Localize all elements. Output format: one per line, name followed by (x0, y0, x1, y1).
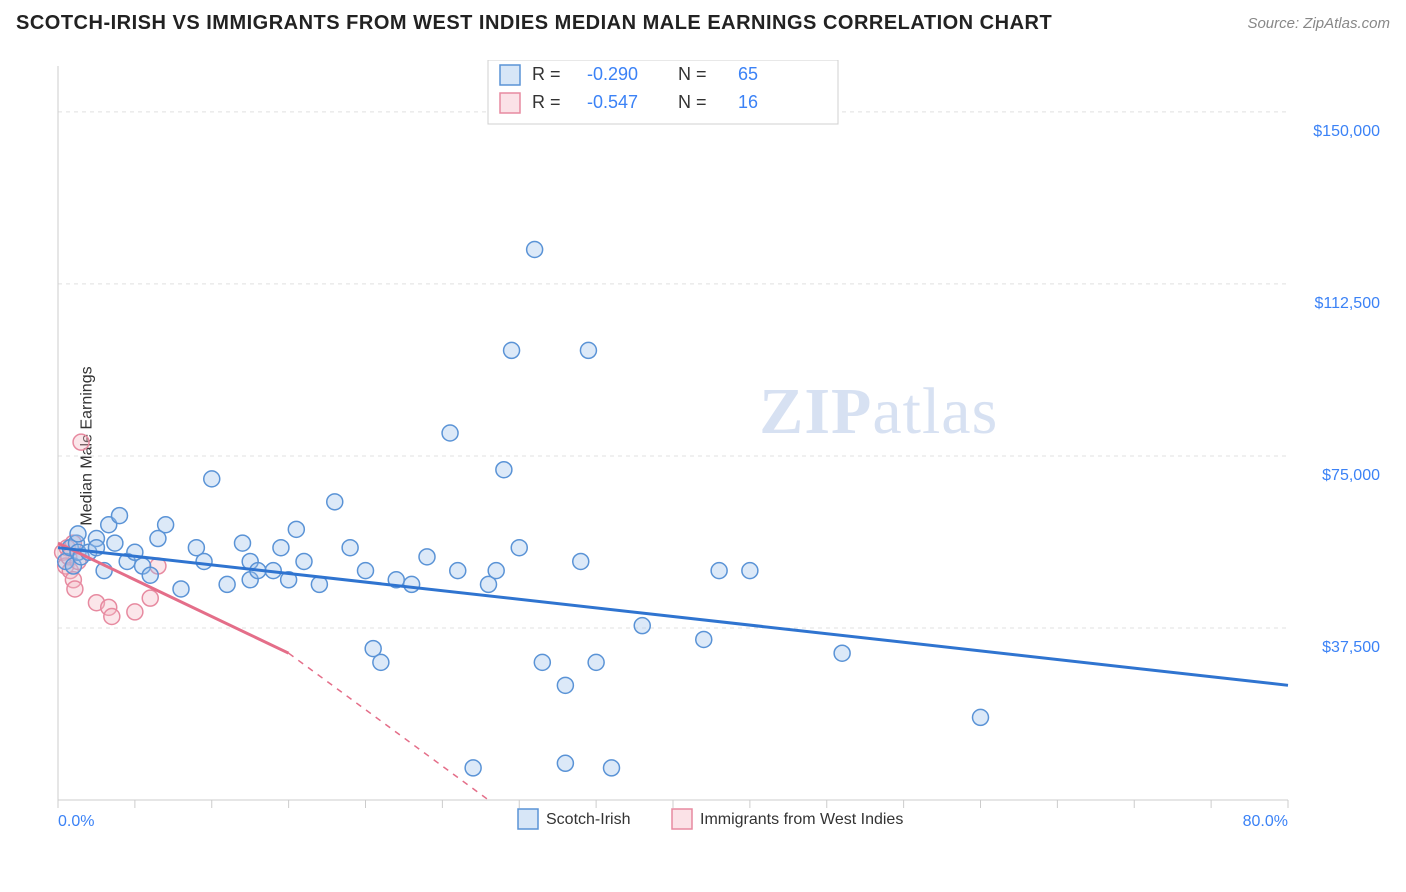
svg-text:0.0%: 0.0% (58, 813, 94, 830)
svg-text:-0.547: -0.547 (587, 92, 638, 112)
svg-text:80.0%: 80.0% (1243, 813, 1288, 830)
svg-text:16: 16 (738, 92, 758, 112)
svg-text:Immigrants from West Indies: Immigrants from West Indies (700, 811, 903, 828)
svg-text:-0.290: -0.290 (587, 64, 638, 84)
svg-text:$75,000: $75,000 (1322, 467, 1380, 484)
svg-text:N =: N = (678, 92, 707, 112)
source-attribution: Source: ZipAtlas.com (1247, 15, 1390, 32)
svg-text:$150,000: $150,000 (1313, 123, 1380, 140)
svg-text:R =: R = (532, 64, 561, 84)
svg-text:ZIPatlas: ZIPatlas (759, 375, 998, 448)
svg-text:$37,500: $37,500 (1322, 639, 1380, 656)
chart-title: SCOTCH-IRISH VS IMMIGRANTS FROM WEST IND… (16, 12, 1052, 35)
chart-area: $37,500 $75,000 $112,500 $150,000 0.0% 80.0% Z… (48, 60, 1388, 840)
svg-text:$112,500: $112,500 (1314, 295, 1380, 312)
svg-text:N =: N = (678, 64, 707, 84)
svg-text:Scotch-Irish: Scotch-Irish (546, 811, 630, 828)
scatter-plot: $37,500 $75,000 $112,500 $150,000 0.0% 80.0% Z… (48, 60, 1388, 840)
svg-text:R =: R = (532, 92, 561, 112)
svg-text:65: 65 (738, 64, 758, 84)
